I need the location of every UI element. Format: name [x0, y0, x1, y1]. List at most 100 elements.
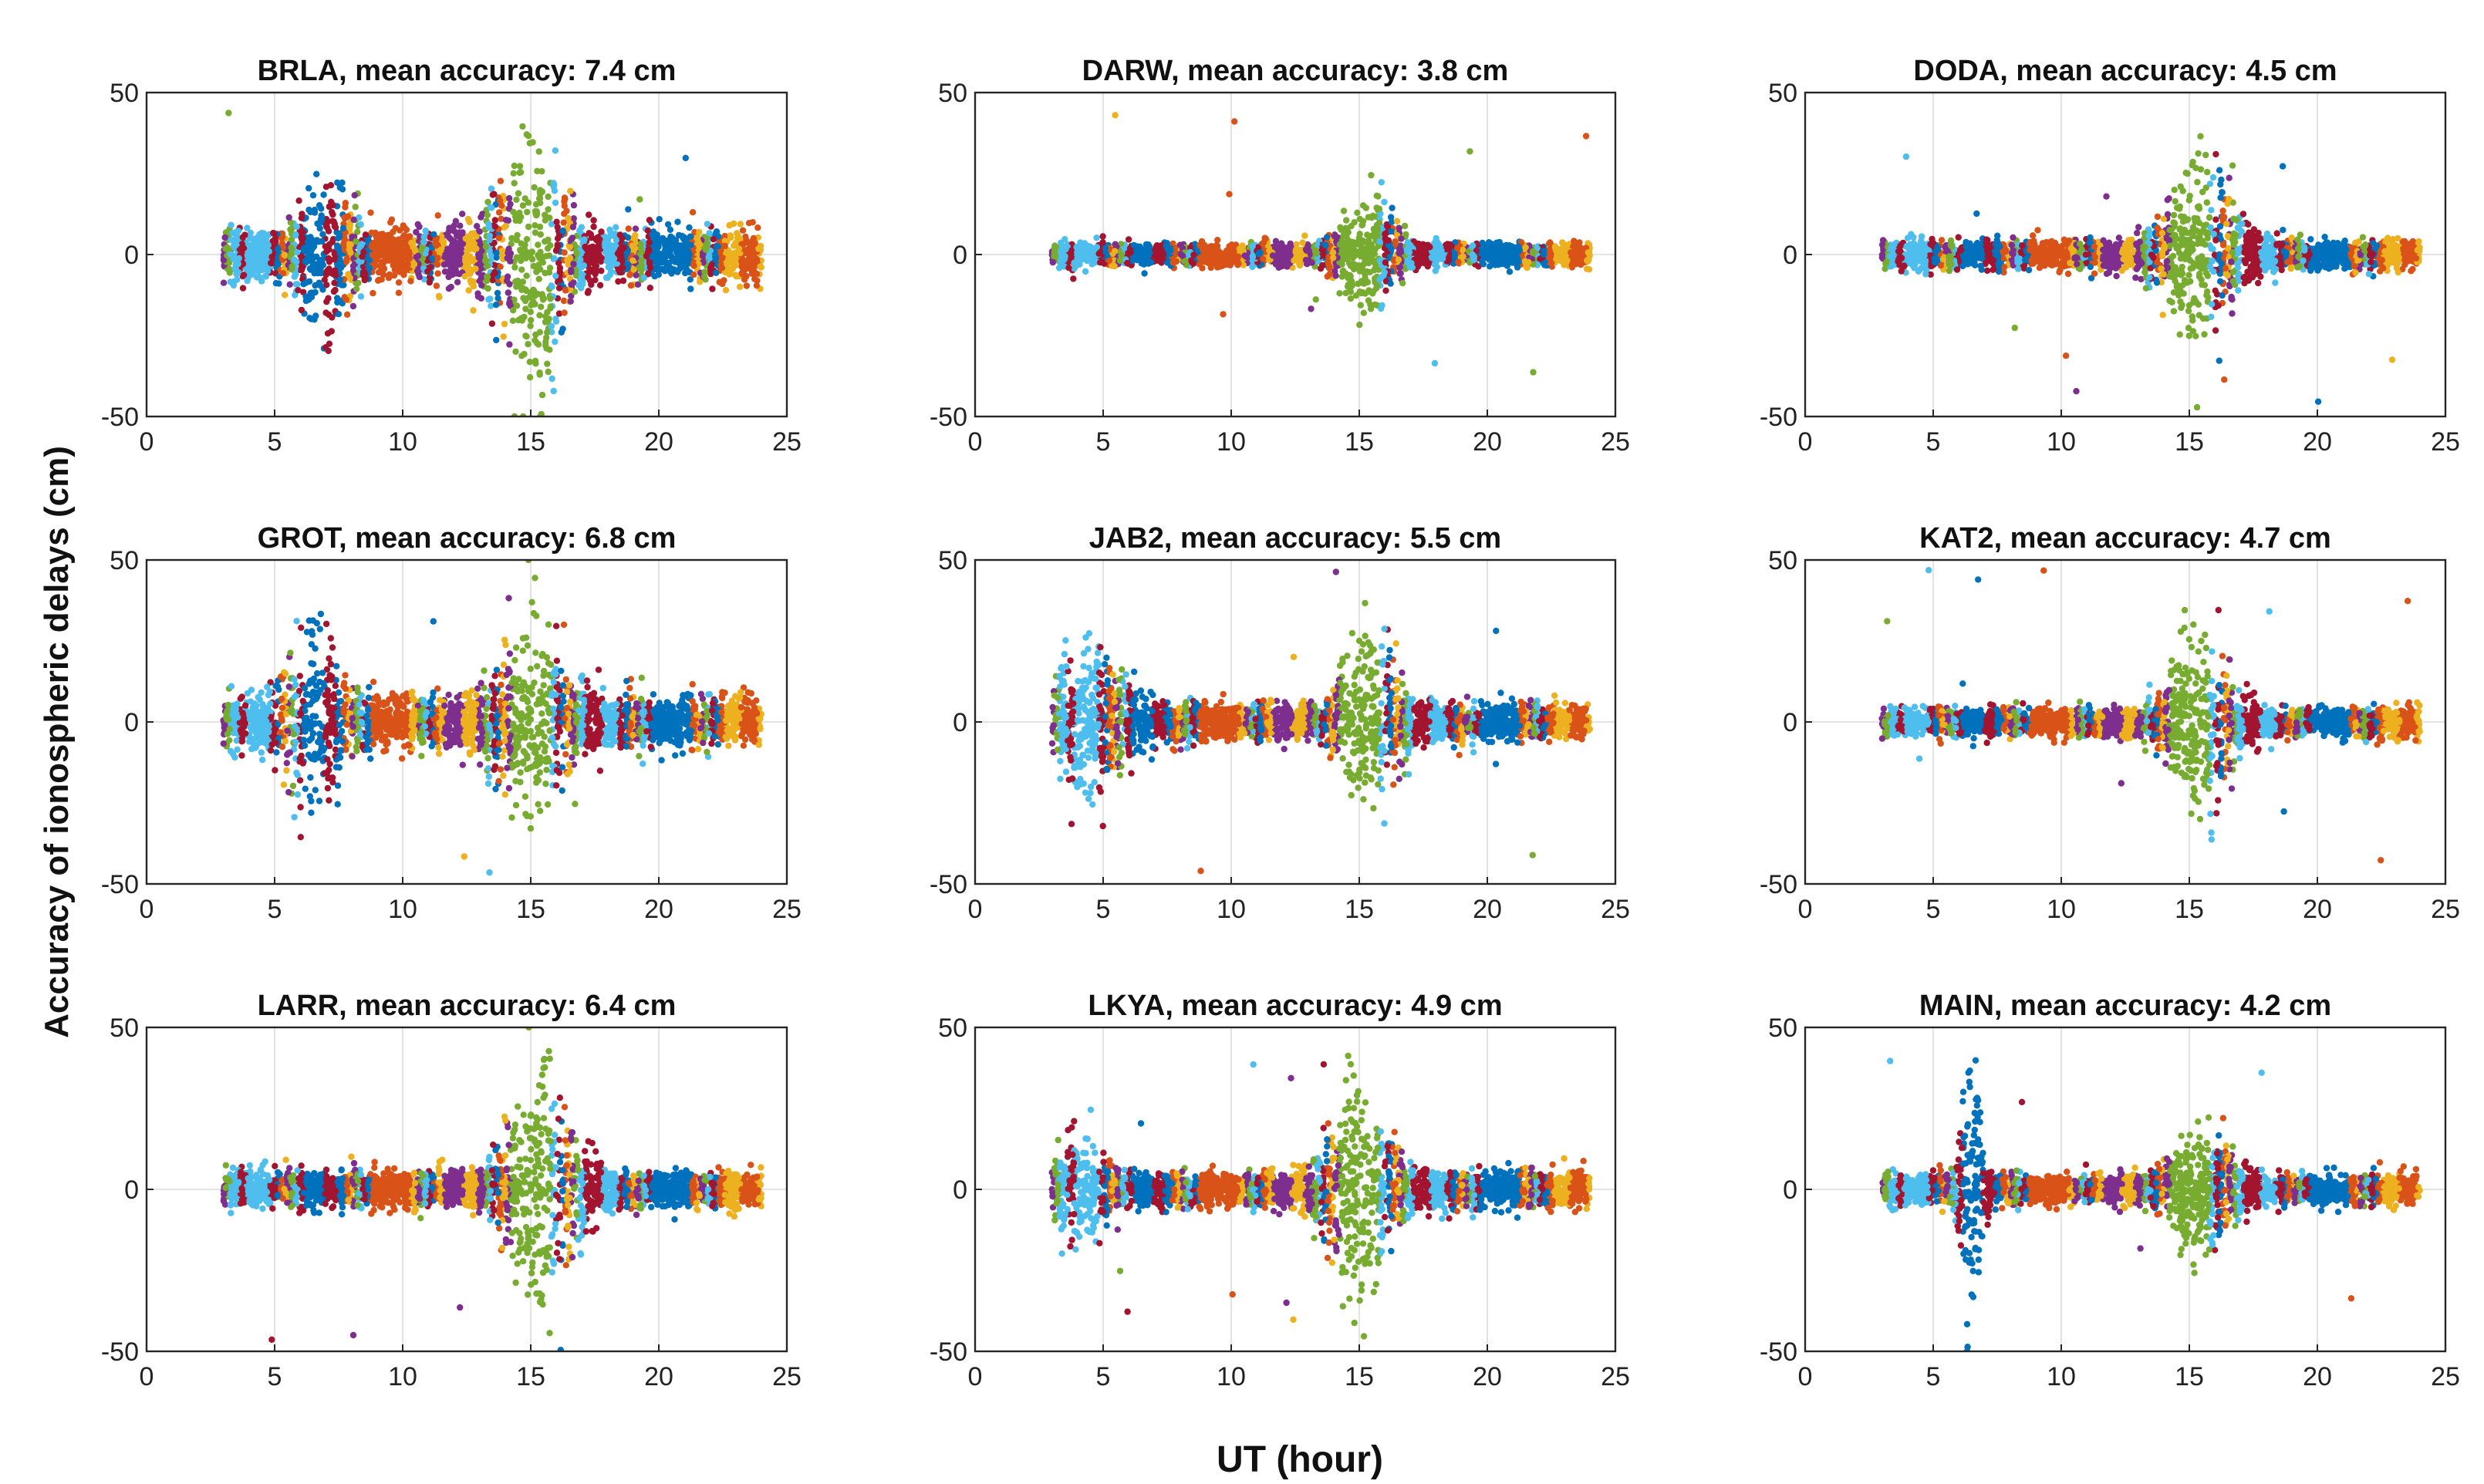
data-point — [272, 234, 279, 242]
data-point — [562, 287, 569, 294]
data-point — [322, 344, 329, 351]
data-point — [1347, 262, 1355, 269]
data-point — [307, 266, 315, 273]
data-point — [278, 234, 285, 241]
data-point — [1356, 215, 1363, 223]
data-point — [1398, 235, 1405, 242]
data-point — [1296, 261, 1304, 269]
data-point — [331, 279, 338, 286]
data-point — [293, 249, 301, 256]
data-point — [728, 265, 735, 272]
data-point — [504, 273, 511, 280]
data-point — [510, 170, 517, 177]
data-point — [1574, 257, 1582, 265]
data-point — [300, 247, 307, 254]
data-point — [736, 283, 744, 291]
data-point — [705, 253, 712, 261]
data-point — [298, 253, 305, 260]
data-point — [667, 252, 674, 260]
y-tick-label: -50 — [101, 403, 139, 432]
data-point — [430, 231, 437, 238]
data-point — [704, 221, 711, 228]
data-point — [674, 218, 681, 225]
data-point — [522, 305, 529, 312]
data-point — [359, 272, 366, 279]
data-point — [545, 368, 552, 376]
data-point — [575, 261, 582, 268]
data-point — [1460, 246, 1466, 253]
data-point — [535, 251, 542, 259]
data-point — [452, 268, 459, 276]
data-point — [340, 282, 347, 288]
data-point — [444, 260, 451, 267]
data-point — [1401, 222, 1409, 230]
data-point — [324, 224, 331, 231]
data-point — [510, 208, 517, 215]
data-point — [494, 295, 501, 302]
data-point — [501, 320, 508, 328]
data-point — [686, 224, 693, 231]
data-point — [511, 162, 518, 170]
data-point — [556, 277, 563, 284]
data-point — [1342, 289, 1349, 297]
data-point — [1360, 309, 1368, 316]
data-point — [454, 240, 462, 248]
data-point — [521, 241, 528, 248]
data-point — [629, 257, 636, 264]
data-point — [653, 256, 660, 264]
data-point — [434, 270, 441, 277]
data-point — [561, 309, 568, 316]
data-point — [484, 262, 491, 269]
data-point — [268, 259, 275, 267]
data-point — [282, 251, 289, 259]
data-point — [353, 238, 359, 245]
data-point — [1343, 217, 1350, 224]
data-point — [682, 269, 689, 277]
data-point — [337, 258, 344, 265]
data-point — [495, 209, 503, 216]
data-point — [353, 285, 360, 292]
data-point — [1070, 275, 1077, 282]
data-point — [1065, 265, 1072, 272]
data-point — [709, 285, 716, 292]
data-point — [329, 208, 336, 216]
data-point — [741, 276, 748, 283]
data-point — [547, 295, 554, 302]
data-point — [458, 231, 466, 238]
data-point — [426, 278, 433, 286]
data-point — [1099, 233, 1106, 240]
data-point — [247, 241, 254, 249]
data-point — [567, 298, 574, 305]
data-point — [590, 217, 597, 224]
data-point — [344, 213, 352, 220]
data-point — [535, 275, 542, 282]
data-point — [435, 292, 443, 299]
data-point — [523, 131, 530, 138]
data-point — [1260, 239, 1267, 246]
data-point — [748, 264, 754, 271]
data-point — [304, 258, 311, 265]
data-point — [366, 257, 373, 264]
data-point — [336, 231, 343, 239]
data-point — [542, 269, 548, 277]
data-point — [488, 320, 496, 327]
data-point — [667, 226, 674, 233]
data-point — [508, 234, 515, 242]
data-point — [1381, 198, 1388, 206]
data-point — [1187, 257, 1195, 264]
data-point — [664, 239, 672, 246]
data-point — [721, 242, 728, 249]
data-point — [495, 234, 502, 241]
data-point — [682, 154, 689, 161]
data-point — [1360, 261, 1367, 268]
data-point — [354, 228, 361, 235]
data-point — [357, 293, 365, 300]
data-point — [547, 303, 554, 310]
data-point — [228, 236, 235, 244]
data-point — [400, 239, 407, 247]
data-point — [444, 248, 451, 255]
data-point — [475, 254, 482, 261]
data-point — [743, 282, 751, 289]
data-point — [757, 263, 764, 270]
